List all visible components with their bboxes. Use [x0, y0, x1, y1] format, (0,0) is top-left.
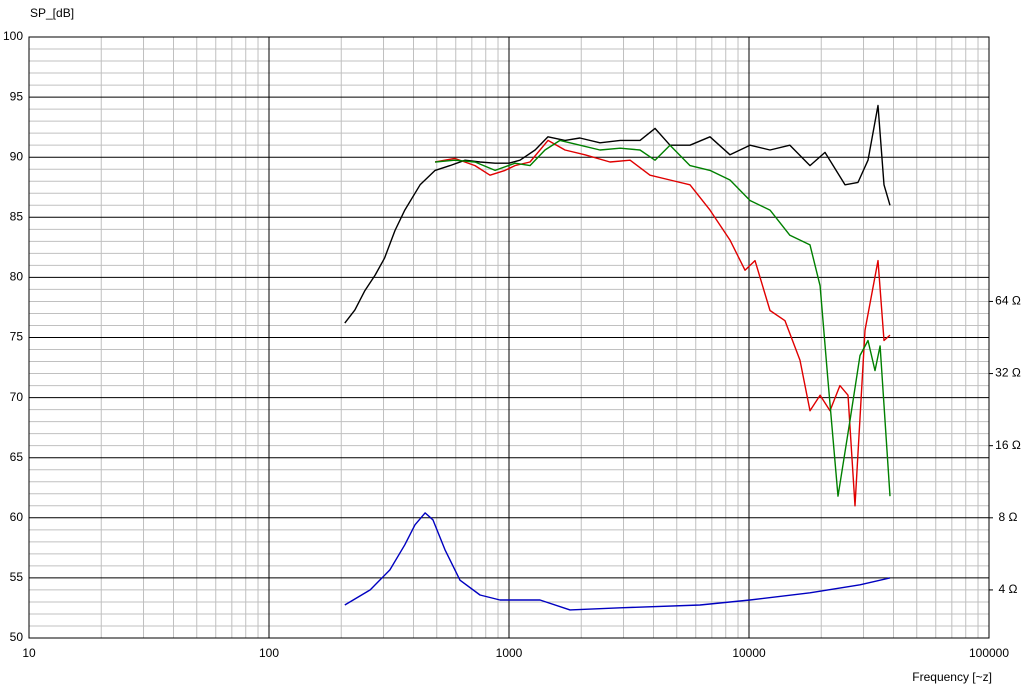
plot-border [28, 36, 990, 639]
y-tick-label: 65 [10, 450, 24, 464]
series-line [344, 512, 891, 611]
y-tick-label: 60 [10, 510, 24, 524]
y2-tick-label: 32 Ω [995, 366, 1021, 380]
x-tick-label: 10 [22, 646, 36, 660]
y-axis-title: SP_[dB] [30, 6, 74, 20]
y-tick-label: 80 [10, 270, 24, 284]
y2-tick-label: 16 Ω [995, 438, 1021, 452]
y-tick-label: 100 [3, 29, 23, 43]
series-line [344, 104, 891, 324]
x-tick-label: 1000 [496, 646, 523, 660]
x-axis-title: Frequency [~z] [912, 670, 992, 684]
x-tick-label: 100 [259, 646, 279, 660]
y-tick-label: 95 [10, 89, 24, 103]
series-line [434, 139, 891, 507]
y-tick-label: 90 [10, 149, 24, 163]
y-tick-label: 75 [10, 330, 24, 344]
y2-tick-label: 64 Ω [995, 294, 1021, 308]
series-line [435, 139, 891, 497]
y-tick-label: 70 [10, 390, 24, 404]
y-tick-label: 50 [10, 630, 24, 644]
x-tick-label: 100000 [969, 646, 1009, 660]
y2-tick-label: 8 Ω [999, 510, 1018, 524]
x-tick-label: 10000 [732, 646, 766, 660]
y-tick-label: 85 [10, 209, 24, 223]
y2-tick-label: 4 Ω [999, 582, 1018, 596]
y-tick-label: 55 [10, 570, 24, 584]
